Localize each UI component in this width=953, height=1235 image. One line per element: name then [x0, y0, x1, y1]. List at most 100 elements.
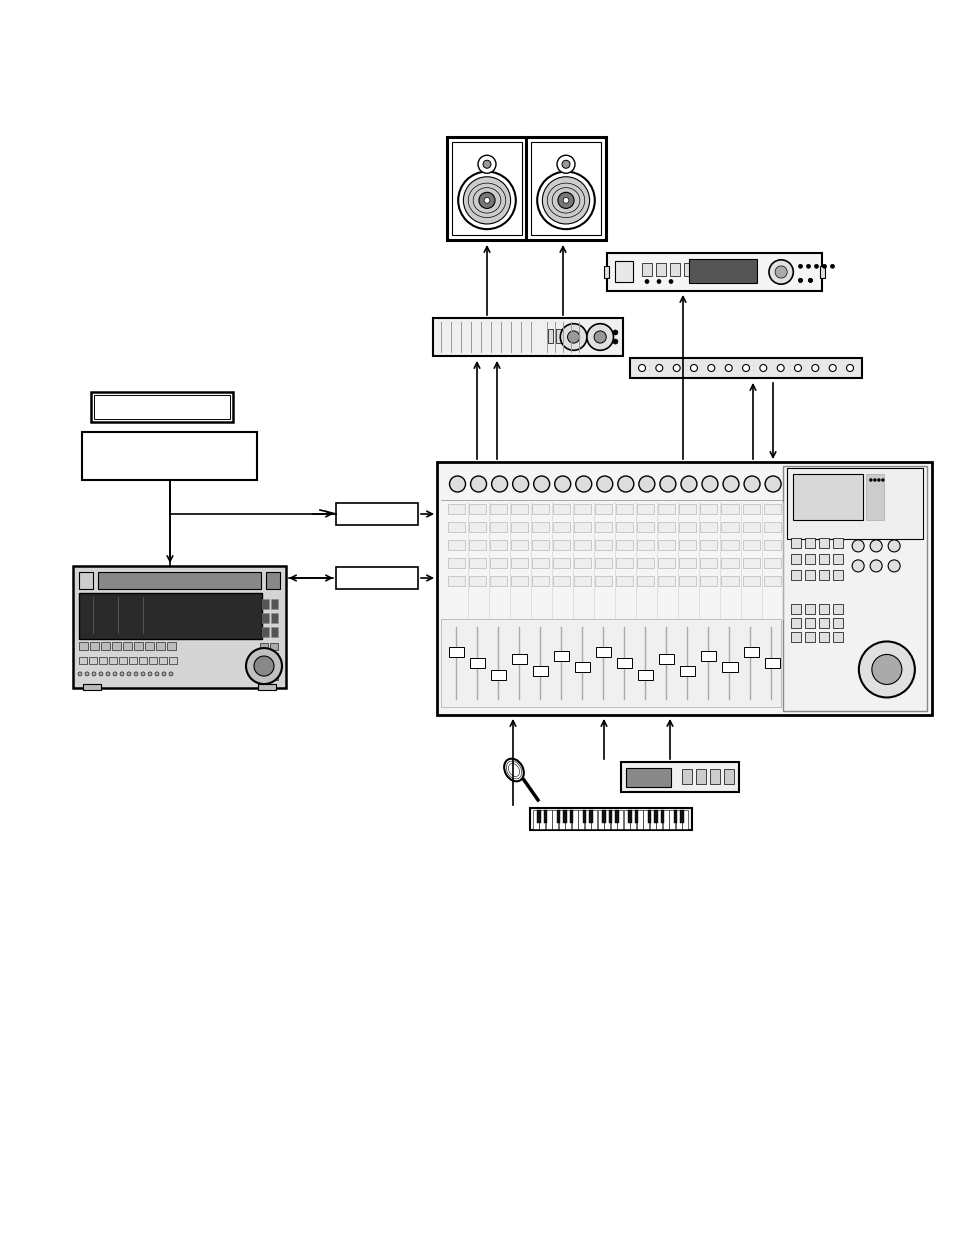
Bar — [637, 810, 642, 829]
Bar — [819, 604, 828, 614]
Bar — [537, 810, 540, 823]
Bar — [700, 504, 717, 514]
Circle shape — [482, 161, 491, 168]
Bar — [73, 566, 286, 688]
Bar — [615, 810, 618, 823]
Bar — [266, 572, 280, 589]
Circle shape — [561, 161, 569, 168]
Circle shape — [557, 156, 575, 173]
Bar — [595, 522, 612, 532]
Bar — [637, 522, 654, 532]
Circle shape — [618, 475, 633, 492]
Bar — [598, 810, 603, 829]
Bar — [490, 540, 507, 550]
Circle shape — [701, 475, 718, 492]
Bar — [720, 558, 738, 568]
Circle shape — [559, 324, 586, 351]
Bar — [679, 558, 696, 568]
Bar — [688, 258, 757, 283]
Bar — [658, 540, 675, 550]
Bar — [820, 267, 824, 278]
Circle shape — [871, 655, 901, 684]
Bar — [616, 576, 633, 585]
Bar — [469, 504, 486, 514]
Bar — [634, 810, 638, 823]
Bar — [511, 576, 528, 585]
Bar — [591, 810, 597, 829]
Circle shape — [463, 177, 510, 224]
Bar — [681, 769, 692, 784]
Bar — [782, 466, 926, 711]
Bar — [786, 468, 923, 538]
Bar — [819, 631, 828, 642]
Circle shape — [759, 364, 766, 372]
Bar — [601, 810, 605, 823]
Bar — [533, 810, 538, 829]
Bar — [90, 642, 99, 650]
Circle shape — [807, 278, 812, 283]
Bar — [741, 522, 759, 532]
Bar — [572, 330, 577, 342]
Bar — [637, 504, 654, 514]
Circle shape — [558, 193, 574, 209]
Bar — [617, 810, 622, 829]
Circle shape — [690, 364, 697, 372]
Bar — [335, 503, 417, 525]
Circle shape — [141, 672, 145, 676]
Bar — [512, 655, 527, 664]
Bar — [530, 808, 691, 830]
Circle shape — [657, 279, 660, 284]
Circle shape — [869, 540, 882, 552]
Bar — [679, 666, 695, 676]
Bar — [533, 666, 548, 676]
Bar — [79, 657, 87, 664]
Bar — [262, 613, 269, 622]
Bar — [649, 810, 655, 829]
Bar — [720, 576, 738, 585]
Circle shape — [133, 672, 138, 676]
Circle shape — [639, 475, 654, 492]
Circle shape — [673, 364, 679, 372]
Bar — [98, 572, 261, 589]
Circle shape — [869, 559, 882, 572]
Bar — [804, 604, 815, 614]
Bar — [643, 810, 649, 829]
Bar — [625, 768, 670, 788]
Bar — [449, 647, 463, 657]
Bar — [679, 504, 696, 514]
Bar — [595, 540, 612, 550]
Circle shape — [148, 672, 152, 676]
Circle shape — [562, 198, 568, 204]
Bar — [804, 618, 815, 627]
Circle shape — [127, 672, 131, 676]
Circle shape — [722, 475, 739, 492]
Circle shape — [821, 264, 825, 268]
Bar — [159, 657, 167, 664]
Bar — [532, 576, 549, 585]
Bar — [139, 657, 147, 664]
Circle shape — [457, 172, 516, 230]
Bar — [662, 810, 668, 829]
Circle shape — [120, 672, 124, 676]
Bar — [574, 558, 591, 568]
Circle shape — [868, 478, 871, 482]
Ellipse shape — [503, 758, 523, 782]
Bar — [762, 522, 780, 532]
Bar — [79, 572, 92, 589]
Bar — [469, 576, 486, 585]
Bar — [762, 540, 780, 550]
Bar — [659, 655, 674, 664]
Bar — [679, 810, 683, 823]
Bar — [433, 317, 622, 356]
Bar — [804, 631, 815, 642]
Bar — [553, 540, 570, 550]
Bar — [595, 576, 612, 585]
Bar — [629, 358, 862, 378]
Circle shape — [828, 364, 835, 372]
Bar — [723, 769, 734, 784]
Bar — [271, 599, 277, 609]
Bar — [819, 618, 828, 627]
Bar — [596, 647, 611, 657]
Bar — [149, 657, 157, 664]
Bar — [574, 540, 591, 550]
